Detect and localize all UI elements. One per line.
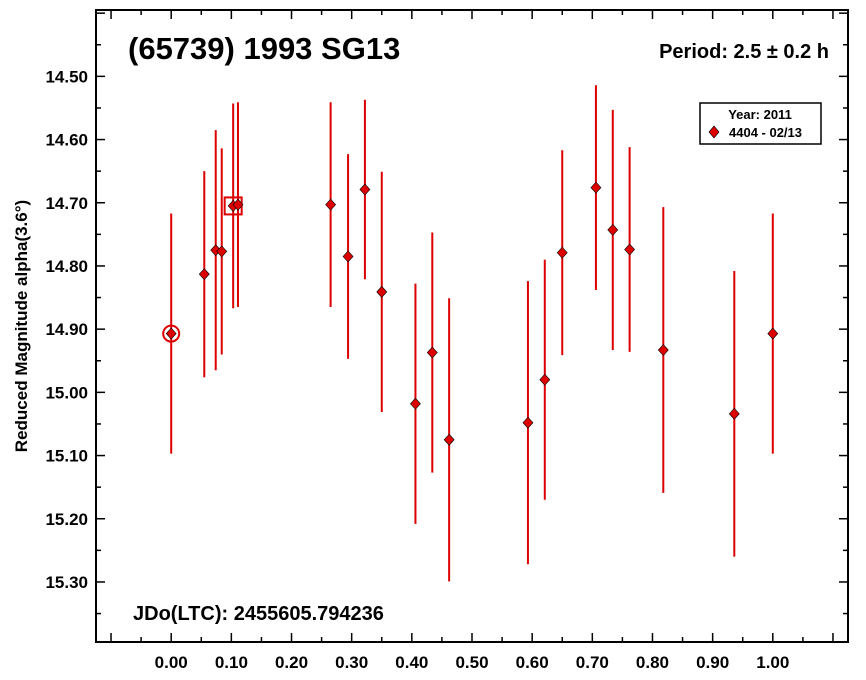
y-tick-label: 15.10 (45, 447, 88, 466)
x-tick-label: 0.00 (155, 653, 188, 672)
data-point (198, 268, 210, 281)
legend-title: Year: 2011 (728, 107, 792, 122)
y-axis: 14.50 14.60 14.70 14.80 14.90 15.00 15.10 15.20… (45, 12, 848, 615)
legend-marker (708, 125, 720, 139)
highlight-circle (162, 324, 181, 343)
data-point (590, 181, 602, 194)
data-point (624, 243, 636, 256)
data-point (607, 223, 619, 236)
y-axis-label: Reduced Magnitude alpha(3.6°) (12, 200, 31, 452)
x-tick-label: 0.80 (636, 653, 669, 672)
period-label: Period: 2.5 ± 0.2 h (659, 41, 829, 63)
legend-entry: 4404 - 02/13 (729, 125, 802, 140)
data-point (443, 433, 455, 446)
data-point (342, 250, 354, 263)
y-tick-label: 14.70 (45, 194, 88, 213)
data-point (767, 327, 779, 340)
data-point (216, 245, 228, 258)
data-point (359, 183, 371, 196)
y-tick-label: 14.60 (45, 131, 88, 150)
x-tick-label: 0.70 (576, 653, 609, 672)
x-tick-label: 0.50 (455, 653, 488, 672)
y-tick-label: 14.50 (45, 67, 88, 86)
x-tick-label: 0.90 (696, 653, 729, 672)
data-point (556, 246, 568, 259)
jdo-label: JDo(LTC): 2455605.794236 (133, 603, 384, 625)
legend-box (699, 102, 822, 145)
x-tick-label: 1.00 (756, 653, 789, 672)
y-tick-label: 14.80 (45, 257, 88, 276)
data-point (165, 327, 177, 340)
data-point (728, 407, 740, 420)
x-tick-label: 0.20 (275, 653, 308, 672)
data-point (522, 416, 534, 429)
x-tick-label: 0.60 (516, 653, 549, 672)
data-point (426, 346, 438, 359)
y-tick-label: 15.30 (45, 573, 88, 592)
x-tick-label: 0.10 (215, 653, 248, 672)
data-point (410, 397, 421, 410)
chart-title: (65739) 1993 SG13 (128, 31, 400, 66)
y-tick-label: 14.90 (45, 320, 88, 339)
data-point (376, 285, 388, 298)
data-point (539, 373, 551, 386)
data-point (232, 198, 244, 211)
data-point (325, 198, 337, 211)
data-point (657, 344, 669, 356)
x-axis: 0.00 0.10 0.20 0.30 0.40 0.50 0.60 0.70 0.80 0.90… (110, 10, 834, 672)
y-tick-label: 15.00 (45, 383, 88, 402)
y-tick-label: 15.20 (45, 510, 88, 529)
legend: Year: 2011 4404 - 02/13 (699, 102, 822, 145)
x-tick-label: 0.40 (395, 653, 428, 672)
data-series (162, 85, 779, 582)
x-tick-label: 0.30 (335, 653, 368, 672)
